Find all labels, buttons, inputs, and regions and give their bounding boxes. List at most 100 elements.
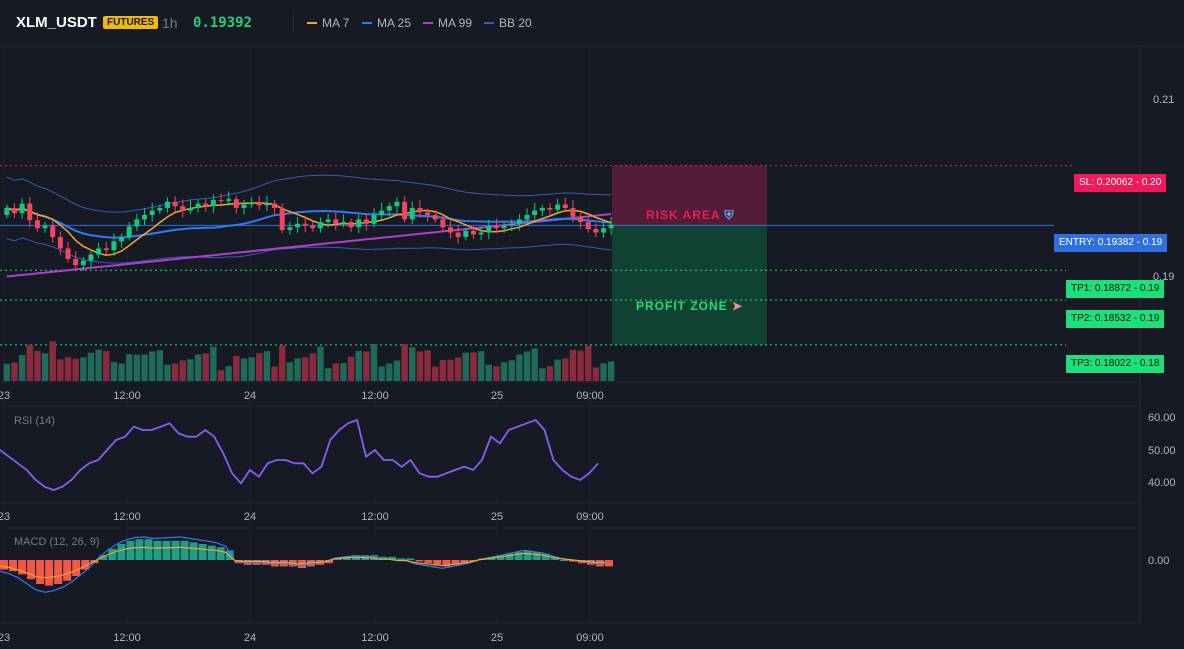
candle-body (310, 225, 316, 229)
macd-histogram-bar (117, 544, 126, 560)
time-tick: 23 (0, 390, 10, 402)
volume-bar (523, 351, 531, 381)
volume-bar (126, 354, 133, 381)
macd-histogram-bar (568, 560, 577, 562)
time-tick: 12:00 (113, 390, 141, 402)
macd-histogram-bar (406, 558, 415, 560)
legend-ma25[interactable]: MA 25 (362, 16, 411, 30)
candle-body (264, 203, 270, 206)
volume-bar (72, 358, 79, 381)
candle-body (80, 260, 86, 266)
timeframe-selector[interactable]: 1h (162, 15, 178, 31)
volume-bar (454, 357, 462, 381)
volume-bar (569, 350, 577, 381)
macd-histogram-bar (460, 560, 469, 564)
macd-histogram-bar (514, 552, 523, 560)
volume-bar (141, 354, 148, 381)
moving-averages (6, 202, 612, 278)
trade-zones (612, 165, 767, 345)
last-price: 0.19392 (193, 15, 253, 31)
candle-body (210, 200, 216, 207)
time-tick: 24 (244, 390, 256, 402)
ma99-swatch (423, 21, 433, 24)
volume-bar (148, 351, 156, 381)
volume-bar (34, 350, 41, 381)
candle-body (470, 230, 476, 235)
candle-body (50, 225, 56, 237)
volume-bar (279, 345, 286, 381)
entry-tag[interactable]: ENTRY: 0.19382 - 0.19 (1054, 234, 1168, 252)
candle-body (119, 236, 125, 242)
candle-body (172, 201, 178, 207)
candle-body (203, 203, 209, 207)
risk-area-text: RISK AREA (646, 208, 721, 222)
macd-histogram-bar (108, 548, 117, 560)
candle-body (19, 203, 25, 214)
candle-body (226, 199, 232, 201)
macd-histogram-bar (559, 560, 568, 561)
volume-bar (416, 351, 424, 381)
symbol-title[interactable]: XLM_USDT (16, 14, 97, 31)
macd-histogram-bar (36, 560, 45, 584)
candle-body (570, 207, 576, 217)
volume-bar (531, 348, 538, 381)
volume-bar (500, 362, 508, 381)
rsi-tick: 60.00 (1148, 412, 1176, 424)
time-tick: 12:00 (361, 390, 389, 402)
profit-zone-label: PROFIT ZONE ➤ (636, 299, 743, 313)
tp2-tag[interactable]: TP2: 0.18532 - 0.19 (1066, 310, 1165, 328)
candle-body (432, 215, 438, 220)
sl-tag[interactable]: SL: 0.20062 - 0.20 (1074, 174, 1167, 192)
volume-bar (401, 344, 408, 381)
candle-body (88, 254, 94, 261)
volume-bar (592, 367, 600, 381)
candle-body (356, 219, 362, 228)
candle-body (73, 258, 79, 266)
volume-bar (554, 359, 561, 381)
volume-bar (439, 359, 447, 381)
volume-bar (477, 351, 485, 381)
tp3-tag[interactable]: TP3: 0.18022 - 0.18 (1066, 355, 1165, 373)
candle-body (455, 232, 461, 237)
macd-histogram-bar (171, 540, 180, 560)
candle-body (493, 226, 499, 229)
macd-pane (0, 536, 613, 593)
volume-bar (447, 359, 454, 381)
volume-bar (3, 363, 11, 381)
macd-histogram-bar (523, 550, 532, 560)
macd-tick: 0.00 (1148, 555, 1169, 567)
macd-histogram-bar (189, 542, 198, 560)
macd-histogram-bar (81, 560, 90, 570)
volume-bar (347, 356, 355, 381)
bb20-swatch (484, 21, 494, 24)
macd-histogram-bar (45, 560, 54, 586)
volume-bar (386, 363, 393, 381)
macd-histogram-bar (325, 560, 334, 564)
profit-zone-box (612, 225, 767, 345)
candle-body (486, 226, 492, 233)
volume-bar (179, 360, 186, 381)
profit-zone-text: PROFIT ZONE (636, 299, 728, 313)
volume-bar (309, 353, 317, 381)
candle-body (302, 223, 308, 226)
candle-body (111, 241, 117, 251)
bb-lower-line (6, 237, 612, 264)
candle-body (608, 224, 614, 229)
risk-area-box (612, 165, 767, 226)
candle-body (539, 207, 545, 211)
volume-bar (508, 360, 515, 381)
tp1-tag[interactable]: TP1: 0.18872 - 0.19 (1066, 280, 1165, 298)
volume-bar (493, 366, 500, 381)
header-separator (0, 46, 1184, 47)
macd-histogram-bar (18, 560, 27, 575)
candle-body (562, 204, 568, 208)
volume-bars (3, 341, 615, 381)
legend-ma99[interactable]: MA 99 (423, 16, 472, 30)
candles (4, 191, 614, 271)
legend-ma7[interactable]: MA 7 (307, 16, 349, 30)
legend-bb20[interactable]: BB 20 (484, 16, 532, 30)
candle-body (440, 219, 446, 228)
candle-body (394, 201, 400, 207)
volume-bar (187, 359, 194, 381)
